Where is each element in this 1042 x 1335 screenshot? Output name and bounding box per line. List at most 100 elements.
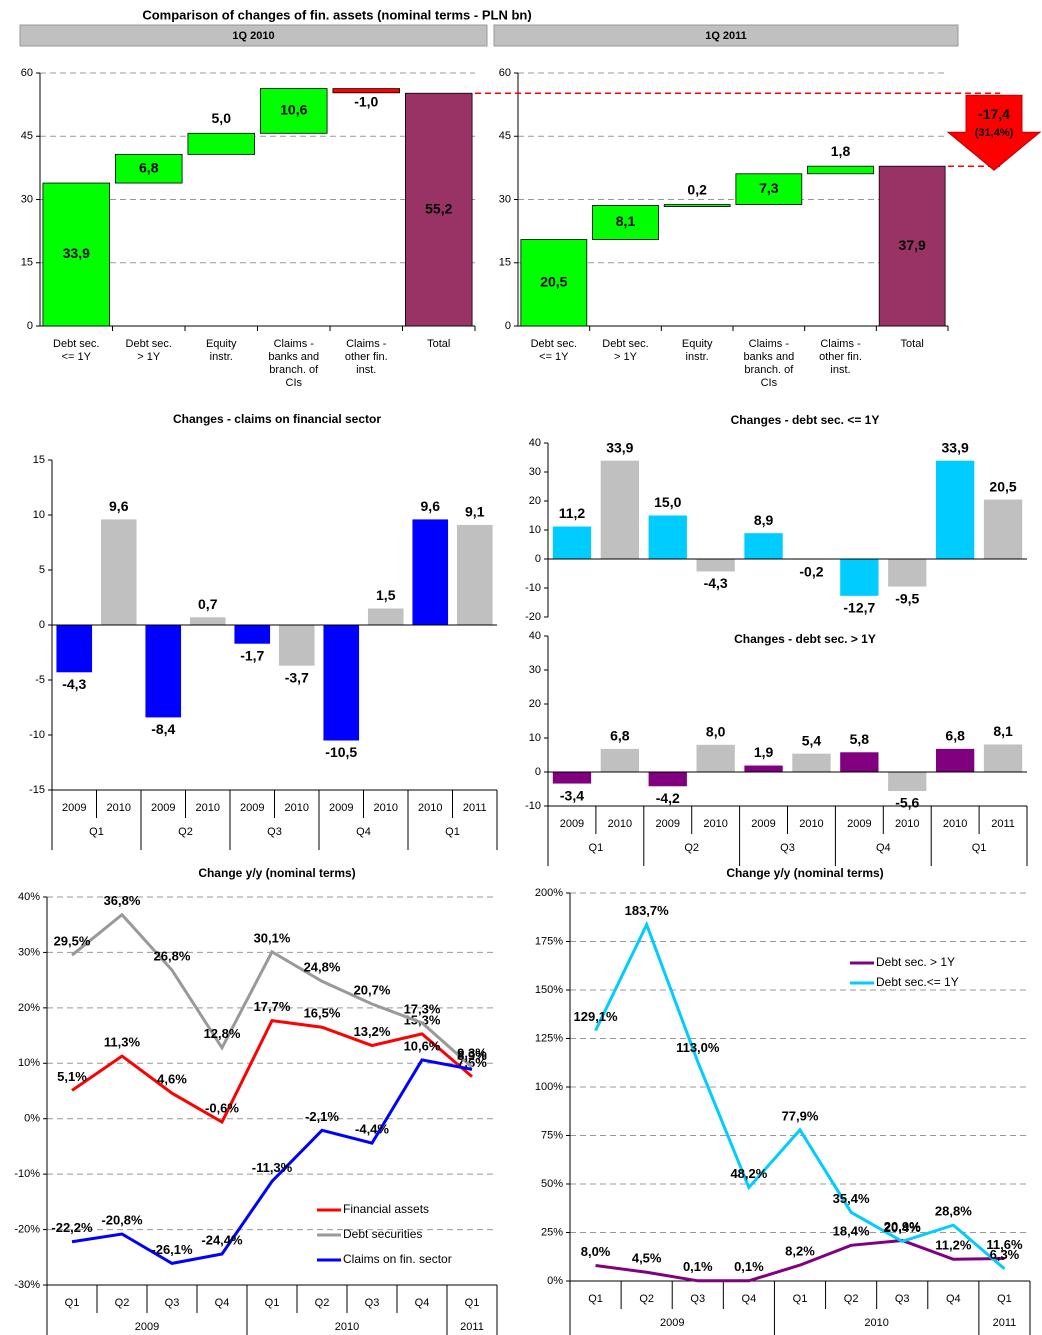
legend-label: Financial assets [343, 1202, 429, 1216]
value-label: 1,9 [754, 744, 774, 760]
x-tick-label: instr. [686, 351, 709, 363]
y-tick-label: 0 [535, 553, 541, 565]
value-label: 24,8% [304, 960, 341, 975]
bar [807, 165, 874, 175]
x-tick-label: Q4 [415, 1297, 430, 1309]
value-label: 15,3% [404, 1012, 441, 1027]
bar [878, 165, 946, 327]
x-tick-label: 2009 [329, 802, 353, 814]
line [595, 1238, 1005, 1283]
value-label: 37,9 [899, 237, 926, 253]
value-label: 1,8 [831, 143, 851, 159]
bar [520, 239, 588, 327]
y-tick-label: 175% [535, 935, 563, 947]
value-label: 11,2 [559, 505, 586, 521]
value-label: 5,0 [212, 110, 232, 126]
value-label: 15,0 [654, 494, 681, 510]
value-label: -10,5 [325, 744, 357, 760]
bar [744, 765, 783, 772]
value-label: 6,3% [990, 1247, 1020, 1262]
x-tick-label: 2010 [943, 818, 967, 830]
value-label: -11,3% [252, 1160, 293, 1175]
value-label: -22,2% [51, 1220, 93, 1235]
change-arrow [946, 94, 1042, 171]
x-tick-label: Q1 [997, 1293, 1012, 1305]
x-tick-label: 2009 [656, 818, 680, 830]
line [71, 1058, 473, 1265]
y-tick-label: 60 [21, 67, 33, 79]
y-tick-label: -10% [14, 1168, 40, 1180]
value-label: 20,4% [884, 1220, 921, 1235]
x-tick-label: Q1 [65, 1297, 80, 1309]
value-label: -5,6 [895, 795, 919, 811]
value-label: 6,8 [139, 159, 159, 175]
y-tick-label: 0 [535, 766, 541, 778]
bar [552, 526, 592, 559]
x-tick-label: Q1 [588, 1293, 603, 1305]
value-label: 183,7% [625, 903, 670, 918]
value-label: 7,3 [759, 180, 779, 196]
value-label: 11,6% [986, 1237, 1023, 1252]
bar [663, 204, 731, 207]
annotation: -17,4 [978, 106, 1010, 122]
y-tick-label: 10 [529, 524, 541, 536]
bar [42, 182, 110, 327]
group-label: Q1 [972, 842, 987, 854]
y-tick-label: 45 [499, 130, 511, 142]
bar [100, 519, 137, 625]
group-label: 2011 [993, 1317, 1017, 1329]
x-tick-label: Q2 [639, 1293, 654, 1305]
value-label: 9,6 [421, 498, 441, 514]
value-label: 4,6% [157, 1072, 187, 1087]
y-tick-label: 0 [505, 320, 511, 332]
line [594, 920, 1006, 1270]
bar [456, 524, 493, 625]
group-label: Q1 [89, 826, 104, 838]
x-tick-label: Q3 [895, 1293, 910, 1305]
value-label: -0,6% [205, 1100, 239, 1115]
group-label: 2009 [660, 1317, 684, 1329]
value-label: 20,7% [354, 982, 391, 997]
group-label: Q3 [780, 842, 795, 854]
x-tick-label: inst. [356, 364, 376, 376]
chart-title: Changes - claims on financial sector [173, 412, 381, 426]
y-tick-label: 30 [529, 664, 541, 676]
header-bar [19, 24, 488, 47]
bar [600, 748, 640, 772]
x-tick-label: Q1 [793, 1293, 808, 1305]
y-tick-label: 60 [499, 67, 511, 79]
value-label: -1,0 [354, 94, 378, 110]
value-label: -4,2 [656, 790, 680, 806]
value-label: -8,4 [151, 721, 175, 737]
x-tick-label: Debt sec. [53, 338, 99, 350]
x-tick-label: branch. of [269, 364, 319, 376]
line [71, 912, 473, 1069]
y-tick-label: 0% [24, 1113, 40, 1125]
group-label: Q2 [684, 842, 699, 854]
x-tick-label: Total [901, 338, 924, 350]
x-tick-label: Claims - [749, 338, 790, 350]
y-tick-label: 75% [541, 1129, 563, 1141]
annotation: (31,4%) [975, 127, 1014, 139]
chart-title: Changes - debt sec. <= 1Y [731, 413, 880, 427]
bar [189, 617, 226, 625]
value-label: 35,4% [833, 1191, 870, 1206]
y-tick-label: 40 [529, 437, 541, 449]
bar [412, 519, 449, 625]
value-label: 33,9 [606, 439, 633, 455]
value-label: 55,2 [425, 200, 452, 216]
value-label: 16,5% [304, 1006, 341, 1021]
group-label: Q4 [876, 842, 891, 854]
y-tick-label: 100% [535, 1081, 563, 1093]
x-tick-label: instr. [210, 351, 233, 363]
value-label: -0,2 [799, 563, 823, 579]
y-tick-label: 25% [541, 1226, 563, 1238]
value-label: 1,5 [376, 587, 396, 603]
y-tick-label: -5 [35, 674, 45, 686]
value-label: 11,3% [104, 1035, 141, 1050]
x-tick-label: 2011 [463, 802, 487, 814]
x-tick-label: Q1 [265, 1297, 280, 1309]
bar [367, 608, 404, 625]
value-label: 48,2% [730, 1166, 767, 1181]
